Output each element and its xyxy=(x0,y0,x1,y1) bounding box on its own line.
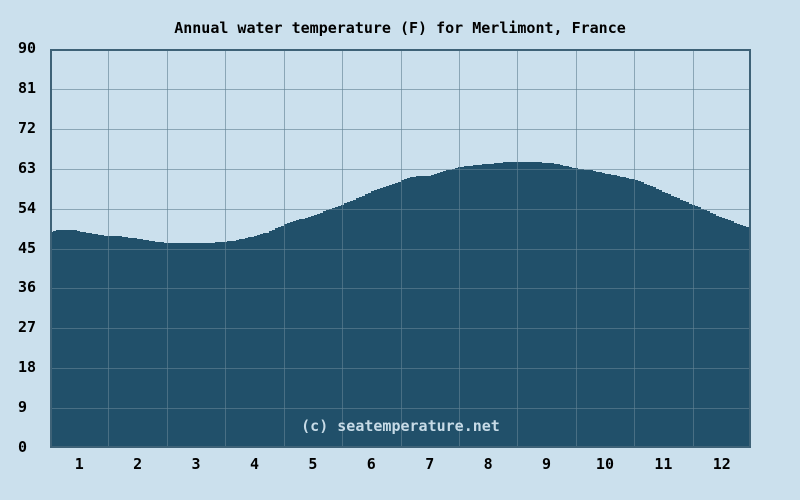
x-tick-label: 2 xyxy=(133,455,143,473)
water-temperature-area-chart xyxy=(50,49,751,448)
y-tick-label: 36 xyxy=(18,278,37,297)
y-tick-label: 0 xyxy=(18,438,28,456)
x-tick-label: 5 xyxy=(308,455,318,473)
x-tick-label: 3 xyxy=(191,455,201,473)
y-tick-label: 27 xyxy=(18,318,37,337)
y-tick-label: 54 xyxy=(18,198,37,217)
y-tick-label: 72 xyxy=(18,118,37,137)
x-tick-label: 4 xyxy=(249,455,259,473)
x-tick-label: 9 xyxy=(542,455,552,473)
y-tick-label: 63 xyxy=(18,158,37,177)
y-tick-label: 18 xyxy=(18,358,37,377)
watermark: (c) seatemperature.net xyxy=(301,417,500,435)
y-tick-label: 45 xyxy=(18,238,37,257)
plot-area: (c) seatemperature.net xyxy=(50,49,751,448)
y-tick-label: 9 xyxy=(18,398,28,417)
plot-border xyxy=(50,49,751,448)
y-tick-label: 81 xyxy=(18,78,37,97)
x-tick-label: 8 xyxy=(483,455,493,473)
x-tick-label: 7 xyxy=(425,455,435,473)
y-tick-label: 90 xyxy=(18,39,37,57)
x-tick-label: 12 xyxy=(712,455,731,473)
x-tick-label: 10 xyxy=(595,455,614,473)
x-tick-label: 11 xyxy=(654,455,673,473)
x-tick-label: 6 xyxy=(366,455,376,473)
temperature-area-fill xyxy=(50,162,751,448)
x-tick-label: 1 xyxy=(74,455,84,473)
chart-title: Annual water temperature (F) for Merlimo… xyxy=(174,19,626,37)
